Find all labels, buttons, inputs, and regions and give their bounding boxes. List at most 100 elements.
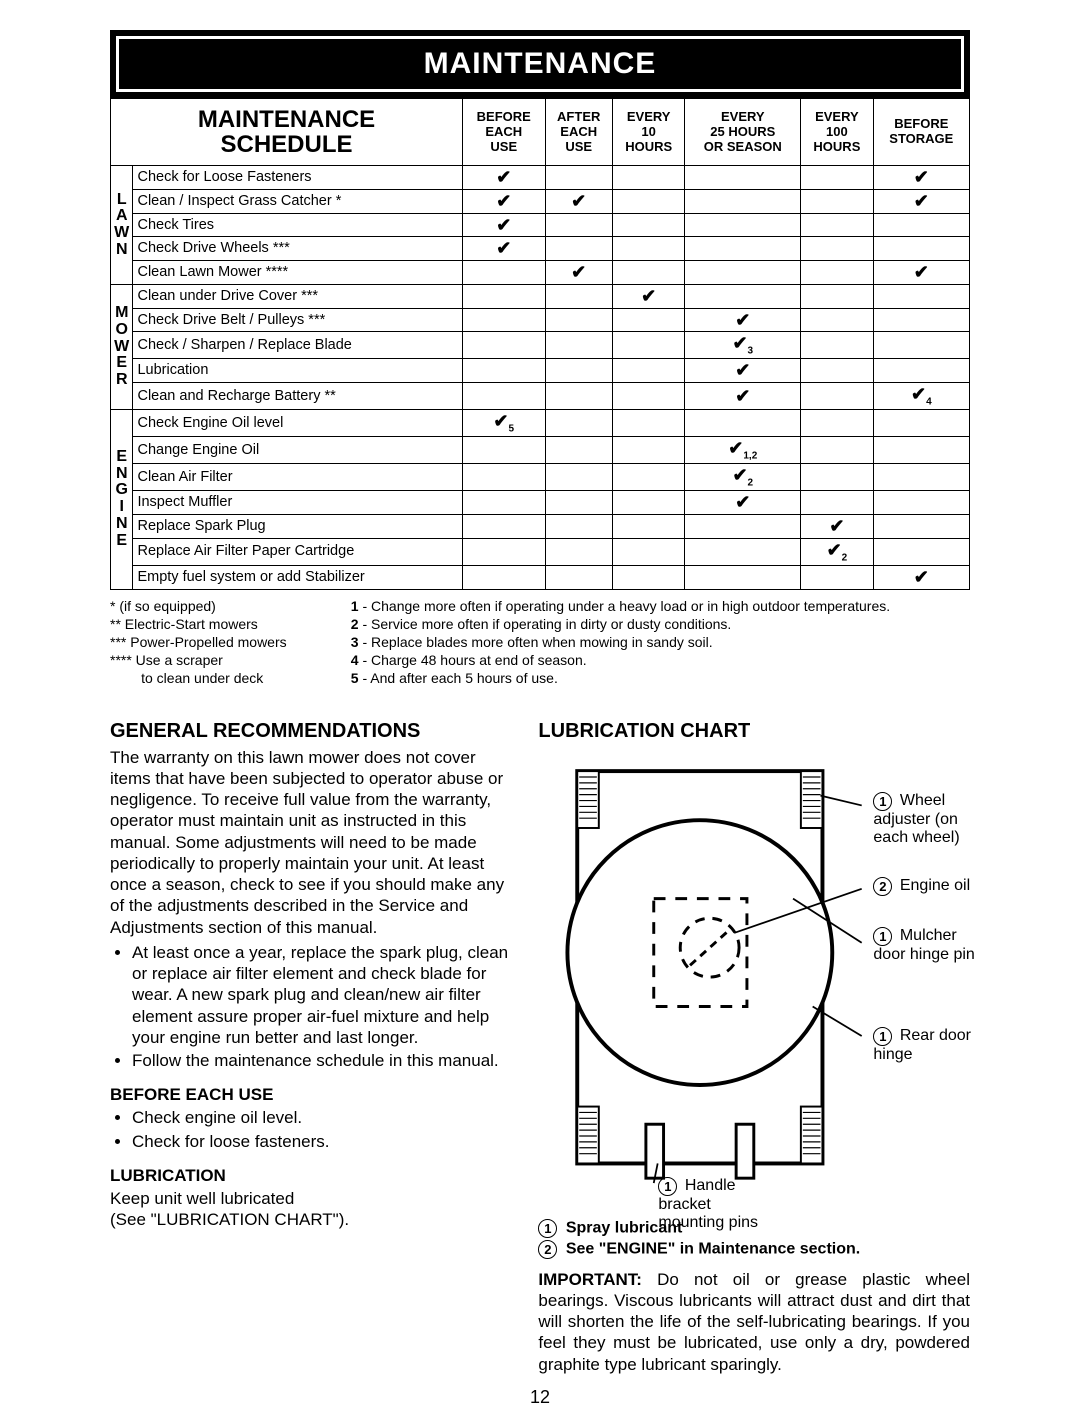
mark-cell bbox=[463, 538, 546, 565]
task-cell: Clean / Inspect Grass Catcher * bbox=[133, 190, 463, 214]
important-note: IMPORTANT: Do not oil or grease plastic … bbox=[538, 1269, 970, 1375]
page-number: 12 bbox=[110, 1387, 970, 1408]
mark-cell bbox=[801, 261, 873, 285]
mark-cell bbox=[463, 261, 546, 285]
mark-cell bbox=[463, 284, 546, 308]
general-paragraph: The warranty on this lawn mower does not… bbox=[110, 747, 508, 938]
lubrication-heading: LUBRICATION bbox=[110, 1166, 508, 1186]
mark-cell bbox=[545, 464, 612, 491]
mark-cell bbox=[873, 359, 969, 383]
footnote: *** Power-Propelled mowers bbox=[110, 634, 351, 650]
footnote: 4 - Charge 48 hours at end of season. bbox=[351, 652, 970, 668]
mark-cell bbox=[463, 359, 546, 383]
mark-cell bbox=[801, 308, 873, 332]
mark-cell: ✔ bbox=[685, 308, 801, 332]
task-cell: Check Drive Wheels *** bbox=[133, 237, 463, 261]
mark-cell: ✔ bbox=[463, 237, 546, 261]
task-cell: Empty fuel system or add Stabilizer bbox=[133, 565, 463, 589]
mark-cell: ✔2 bbox=[685, 464, 801, 491]
mark-cell: ✔ bbox=[873, 261, 969, 285]
mark-cell bbox=[801, 213, 873, 237]
task-cell: Clean and Recharge Battery ** bbox=[133, 382, 463, 409]
mark-cell bbox=[463, 515, 546, 539]
mark-cell: ✔ bbox=[545, 190, 612, 214]
mark-cell bbox=[873, 491, 969, 515]
mark-cell bbox=[685, 565, 801, 589]
mark-cell bbox=[612, 308, 684, 332]
mark-cell bbox=[463, 565, 546, 589]
mark-cell bbox=[801, 359, 873, 383]
mark-cell bbox=[873, 538, 969, 565]
mark-cell bbox=[801, 237, 873, 261]
col-header: BEFORESTORAGE bbox=[873, 99, 969, 166]
mark-cell bbox=[612, 565, 684, 589]
task-cell: Replace Spark Plug bbox=[133, 515, 463, 539]
footnote: 5 - And after each 5 hours of use. bbox=[351, 670, 970, 686]
mark-cell bbox=[463, 382, 546, 409]
mark-cell bbox=[545, 359, 612, 383]
footnote: 3 - Replace blades more often when mowin… bbox=[351, 634, 970, 650]
mark-cell: ✔ bbox=[463, 166, 546, 190]
category-label: E N G I N E bbox=[111, 410, 133, 589]
mark-cell bbox=[612, 359, 684, 383]
mark-cell bbox=[545, 437, 612, 464]
mark-cell bbox=[685, 166, 801, 190]
mark-cell bbox=[801, 464, 873, 491]
mark-cell bbox=[463, 437, 546, 464]
task-cell: Clean Air Filter bbox=[133, 464, 463, 491]
before-use-bullets: Check engine oil level.Check for loose f… bbox=[110, 1107, 508, 1152]
task-cell: Check Drive Belt / Pulleys *** bbox=[133, 308, 463, 332]
diagram-callout: 1 Wheel adjuster (on each wheel) bbox=[873, 792, 983, 848]
mark-cell bbox=[873, 213, 969, 237]
mark-cell bbox=[685, 410, 801, 437]
category-label: M O W E R bbox=[111, 284, 133, 409]
mark-cell bbox=[801, 190, 873, 214]
mark-cell bbox=[545, 382, 612, 409]
mark-cell bbox=[612, 332, 684, 359]
footnote: 2 - Service more often if operating in d… bbox=[351, 616, 970, 632]
mark-cell bbox=[463, 491, 546, 515]
task-cell: Clean under Drive Cover *** bbox=[133, 284, 463, 308]
mark-cell bbox=[873, 237, 969, 261]
lubrication-chart-heading: LUBRICATION CHART bbox=[538, 720, 970, 743]
mark-cell bbox=[612, 538, 684, 565]
task-cell: Change Engine Oil bbox=[133, 437, 463, 464]
mark-cell: ✔ bbox=[463, 213, 546, 237]
footnote: ** Electric-Start mowers bbox=[110, 616, 351, 632]
task-cell: Check for Loose Fasteners bbox=[133, 166, 463, 190]
list-item: Check for loose fasteners. bbox=[132, 1131, 508, 1152]
list-item: At least once a year, replace the spark … bbox=[132, 942, 508, 1048]
mark-cell bbox=[873, 464, 969, 491]
mark-cell bbox=[685, 261, 801, 285]
mark-cell bbox=[545, 332, 612, 359]
mark-cell: ✔ bbox=[463, 190, 546, 214]
col-header: AFTEREACHUSE bbox=[545, 99, 612, 166]
lubrication-paragraph: Keep unit well lubricated (See "LUBRICAT… bbox=[110, 1188, 508, 1231]
mark-cell bbox=[801, 437, 873, 464]
col-header: EVERY25 HOURSOR SEASON bbox=[685, 99, 801, 166]
diagram-callout: 1 Handle bracket mounting pins bbox=[658, 1177, 768, 1233]
mark-cell bbox=[612, 190, 684, 214]
mark-cell bbox=[685, 284, 801, 308]
banner-title: MAINTENANCE bbox=[116, 36, 964, 92]
schedule-title-1: MAINTENANCE bbox=[115, 107, 458, 132]
mark-cell bbox=[612, 437, 684, 464]
task-cell: Clean Lawn Mower **** bbox=[133, 261, 463, 285]
mark-cell bbox=[463, 308, 546, 332]
mark-cell: ✔ bbox=[685, 382, 801, 409]
mark-cell bbox=[873, 410, 969, 437]
mark-cell bbox=[801, 382, 873, 409]
col-header: BEFOREEACHUSE bbox=[463, 99, 546, 166]
mark-cell bbox=[612, 166, 684, 190]
mark-cell bbox=[873, 332, 969, 359]
mark-cell: ✔ bbox=[612, 284, 684, 308]
mark-cell bbox=[801, 410, 873, 437]
mark-cell bbox=[801, 166, 873, 190]
mark-cell bbox=[545, 213, 612, 237]
mark-cell bbox=[801, 491, 873, 515]
mark-cell bbox=[545, 166, 612, 190]
schedule-title-2: SCHEDULE bbox=[115, 132, 458, 157]
mark-cell bbox=[873, 437, 969, 464]
diagram-callout: 1 Mulcher door hinge pin bbox=[873, 927, 983, 964]
mark-cell: ✔2 bbox=[801, 538, 873, 565]
